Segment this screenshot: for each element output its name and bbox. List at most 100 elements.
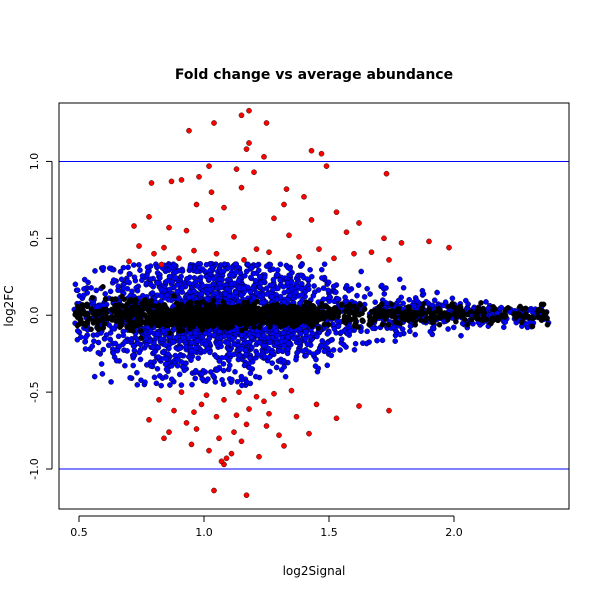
data-point-blue	[110, 277, 117, 283]
data-point-black	[422, 318, 428, 324]
data-point-blue	[233, 261, 239, 267]
data-point-blue	[170, 339, 176, 346]
data-point-black	[110, 308, 116, 314]
data-point-black	[206, 305, 212, 312]
data-point-blue	[188, 357, 194, 363]
data-point-blue	[206, 276, 212, 283]
data-point-black	[412, 309, 419, 316]
data-point-blue	[280, 283, 287, 290]
data-point-blue	[354, 292, 360, 299]
data-point-blue	[242, 272, 248, 279]
data-point-red	[191, 409, 197, 415]
data-point-blue	[396, 276, 403, 283]
data-point-blue	[261, 332, 267, 339]
data-point-red	[131, 223, 137, 229]
data-point-blue	[293, 356, 299, 363]
data-point-red	[171, 407, 177, 414]
data-point-blue	[204, 290, 211, 297]
data-point-blue	[91, 338, 97, 344]
data-point-blue	[229, 376, 235, 383]
data-point-blue	[273, 271, 280, 278]
data-point-black	[351, 308, 358, 315]
data-point-red	[218, 458, 225, 465]
data-point-red	[261, 398, 267, 405]
data-point-blue	[267, 368, 273, 375]
data-point-blue	[300, 348, 307, 354]
data-point-blue	[352, 340, 359, 347]
data-point-black	[181, 322, 188, 328]
data-point-red	[168, 178, 175, 185]
data-point-blue	[379, 337, 386, 344]
data-point-blue	[330, 347, 337, 353]
data-point-black	[248, 312, 255, 319]
data-point-blue	[273, 328, 279, 334]
data-point-blue	[281, 298, 288, 305]
data-point-black	[535, 306, 542, 313]
data-point-blue	[287, 292, 293, 299]
data-point-red	[186, 127, 192, 134]
data-point-blue	[237, 270, 244, 276]
data-point-black	[544, 315, 550, 322]
data-point-blue	[75, 328, 81, 334]
data-point-blue	[223, 286, 230, 292]
data-point-red	[206, 163, 212, 169]
data-point-blue	[370, 325, 376, 332]
data-point-blue	[122, 362, 128, 369]
data-point-blue	[412, 331, 419, 338]
data-point-black	[200, 322, 207, 328]
data-point-red	[233, 166, 240, 172]
data-point-black	[404, 313, 411, 319]
data-point-blue	[270, 266, 277, 273]
data-point-red	[156, 396, 162, 403]
data-point-black	[261, 305, 267, 312]
data-point-black	[511, 311, 517, 318]
data-point-red	[166, 224, 172, 231]
data-point-black	[151, 303, 158, 309]
data-point-blue	[194, 338, 201, 344]
data-point-blue	[238, 292, 244, 298]
data-point-blue	[172, 274, 179, 281]
data-point-blue	[189, 381, 195, 388]
data-point-blue	[185, 294, 192, 301]
data-point-blue	[113, 357, 120, 364]
data-point-black	[161, 302, 168, 308]
data-point-blue	[74, 287, 81, 294]
data-point-blue	[155, 344, 162, 351]
data-point-black	[138, 317, 144, 324]
data-point-black	[259, 313, 266, 320]
data-point-blue	[215, 275, 222, 282]
data-point-blue	[88, 285, 94, 291]
data-point-blue	[333, 289, 339, 296]
data-point-blue	[134, 369, 140, 376]
data-point-blue	[159, 349, 166, 356]
data-point-red	[263, 120, 270, 126]
data-point-blue	[257, 280, 264, 287]
data-point-blue	[315, 287, 322, 293]
data-point-blue	[233, 289, 239, 296]
data-point-blue	[235, 278, 242, 284]
data-point-black	[233, 304, 240, 311]
data-point-blue	[500, 324, 507, 331]
data-point-blue	[222, 291, 229, 297]
data-point-blue	[203, 261, 210, 268]
data-point-blue	[225, 366, 232, 373]
data-point-black	[100, 283, 106, 290]
data-point-blue	[324, 362, 331, 369]
data-point-blue	[206, 335, 213, 342]
data-point-black	[395, 306, 402, 312]
data-point-red	[216, 435, 222, 442]
data-point-blue	[304, 276, 311, 282]
data-point-red	[381, 235, 387, 242]
data-point-blue	[81, 286, 87, 292]
data-point-black	[445, 313, 452, 319]
data-point-blue	[285, 340, 292, 347]
data-point-black	[452, 311, 459, 318]
data-point-blue	[174, 356, 181, 363]
data-point-blue	[255, 332, 261, 339]
data-point-blue	[194, 283, 200, 289]
data-point-blue	[399, 326, 406, 332]
data-point-blue	[400, 284, 407, 291]
data-point-blue	[92, 268, 98, 274]
data-point-blue	[338, 336, 345, 343]
data-point-blue	[220, 361, 227, 367]
